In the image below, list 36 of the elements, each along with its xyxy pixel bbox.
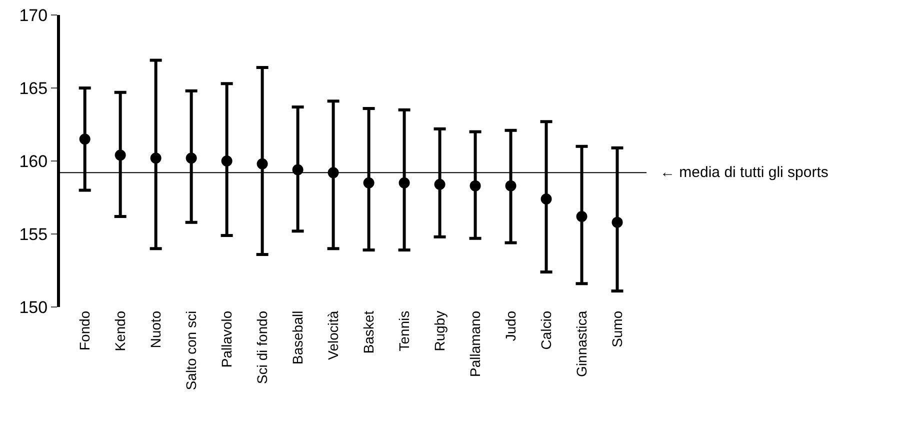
y-tick-label: 150 — [19, 298, 48, 317]
point — [363, 177, 374, 188]
x-tick-label: Velocità — [324, 310, 341, 360]
point — [256, 158, 268, 170]
point — [221, 156, 232, 166]
x-tick-label: Pallavolo — [218, 310, 234, 368]
point — [186, 152, 197, 164]
point — [470, 180, 481, 192]
y-tick-label: 170 — [19, 6, 48, 25]
y-tick-label: 165 — [19, 78, 48, 98]
point — [540, 193, 552, 204]
x-tick-label: Rugby — [431, 310, 448, 352]
y-tick-label: 160 — [19, 152, 48, 171]
point — [79, 134, 90, 145]
x-tick-label: Kendo — [112, 310, 128, 352]
x-tick-label: Ginnastica — [573, 310, 590, 377]
point — [398, 177, 410, 188]
x-tick-label: Baseball — [289, 310, 306, 365]
x-tick-label: Salto con sci — [182, 310, 199, 390]
point — [576, 210, 588, 222]
point — [612, 216, 623, 228]
point — [150, 152, 162, 164]
y-tick-label: 155 — [19, 224, 48, 244]
x-tick-label: Basket — [360, 310, 376, 354]
x-tick-label: Sumo — [608, 310, 625, 348]
x-tick-label: Pallamano — [466, 310, 483, 377]
x-tick-label: Sci di fondo — [254, 310, 270, 384]
point — [505, 180, 516, 192]
point — [434, 178, 446, 190]
x-tick-label: Fondo — [76, 310, 92, 351]
x-tick-label: Judo — [502, 310, 518, 342]
x-tick-label: Calcio — [538, 310, 554, 350]
x-tick-label: Nuoto — [147, 310, 164, 348]
point — [114, 150, 126, 161]
ref-line-label: ← media di tutti gli sports — [660, 164, 828, 181]
x-tick-label: Tennis — [396, 310, 412, 352]
